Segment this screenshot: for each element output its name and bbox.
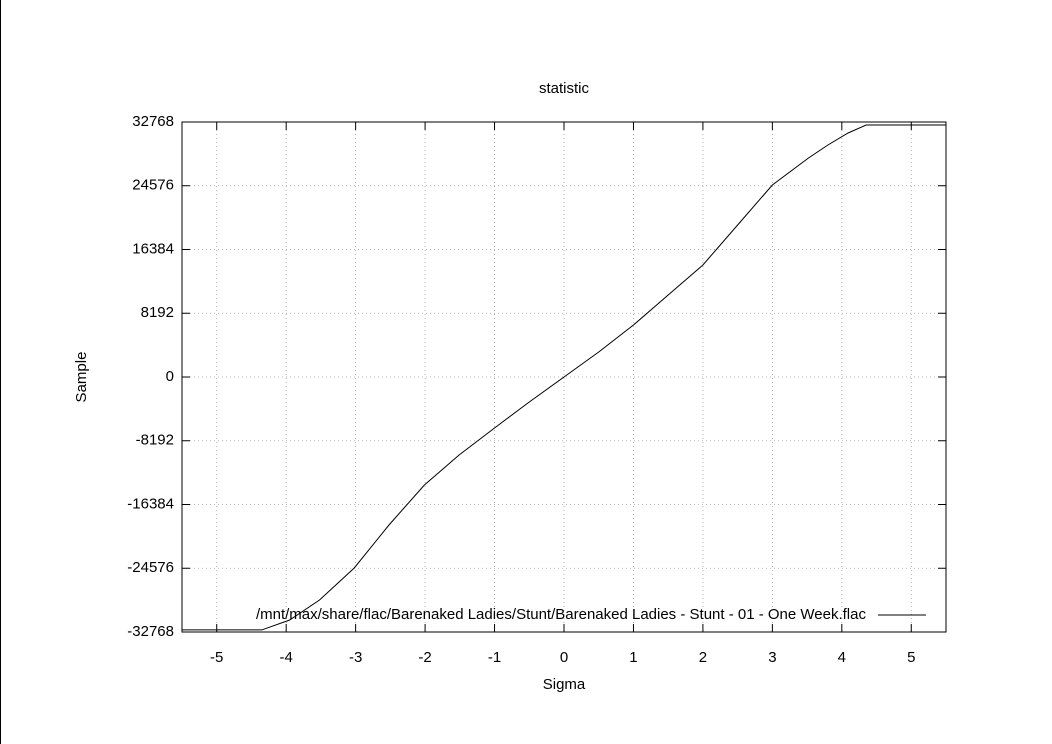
y-tick-label: 16384 — [132, 240, 174, 257]
x-tick-label: -1 — [488, 649, 501, 666]
x-tick-label: -4 — [280, 649, 293, 666]
y-tick-label: 8192 — [141, 304, 174, 321]
chart-title: statistic — [539, 80, 590, 97]
y-axis-label: Sample — [73, 352, 90, 403]
y-tick-label: -16384 — [127, 495, 174, 512]
x-tick-label: 4 — [838, 649, 846, 666]
x-tick-label: 5 — [907, 649, 915, 666]
y-tick-label: 0 — [166, 368, 174, 385]
y-tick-label: 24576 — [132, 177, 174, 194]
legend-label: /mnt/max/share/flac/Barenaked Ladies/Stu… — [256, 606, 867, 623]
x-axis-label: Sigma — [543, 676, 586, 693]
plot-border — [181, 121, 947, 633]
x-tick-label: 0 — [560, 649, 568, 666]
x-tick-label: -2 — [418, 649, 431, 666]
x-tick-label: -3 — [349, 649, 362, 666]
x-tick-label: 1 — [629, 649, 637, 666]
x-tick-label: 2 — [699, 649, 707, 666]
y-tick-label: 32768 — [132, 113, 174, 130]
x-tick-label: -5 — [210, 649, 223, 666]
x-tick-label: 3 — [768, 649, 776, 666]
y-tick-label: -24576 — [127, 559, 174, 576]
data-line — [182, 124, 946, 631]
y-tick-label: -32768 — [127, 623, 174, 640]
y-tick-label: -8192 — [136, 432, 174, 449]
